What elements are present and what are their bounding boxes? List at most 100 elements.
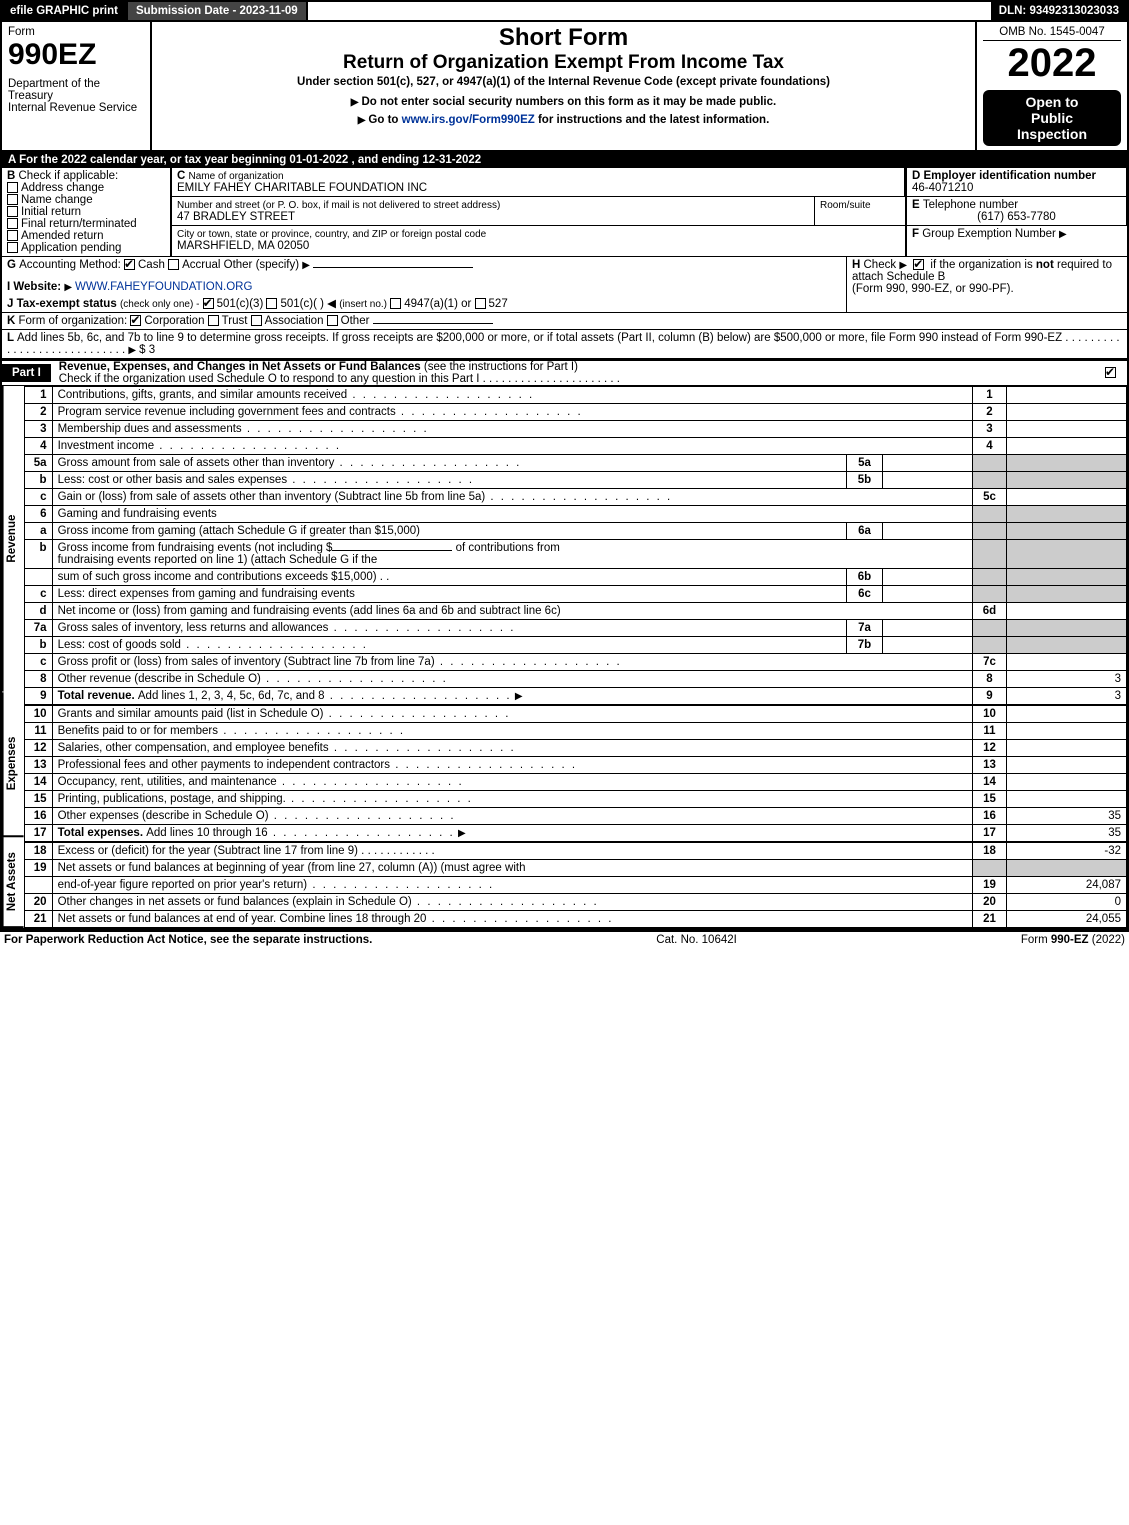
k-other-check[interactable] bbox=[327, 315, 338, 326]
l9-text: Add lines 1, 2, 3, 4, 5c, 6d, 7c, and 8 bbox=[138, 690, 512, 702]
open-inspection-badge: Open to Public Inspection bbox=[983, 90, 1121, 146]
k-trust-check[interactable] bbox=[208, 315, 219, 326]
open-line1: Open to bbox=[989, 94, 1115, 110]
irs-link[interactable]: www.irs.gov/Form990EZ bbox=[402, 114, 535, 126]
j-o4: 527 bbox=[489, 298, 508, 310]
g-accrual-check[interactable] bbox=[168, 259, 179, 270]
line-16: 16Other expenses (describe in Schedule O… bbox=[24, 808, 1126, 825]
part1-body: Revenue Expenses Net Assets 1Contributio… bbox=[2, 386, 1127, 928]
l6b-t2: of contributions from bbox=[456, 542, 560, 554]
b-opt-final[interactable]: Final return/terminated bbox=[7, 218, 165, 230]
k-o2: Trust bbox=[222, 315, 248, 327]
part1-schedule-o-check[interactable] bbox=[1105, 367, 1116, 378]
side-labels: Revenue Expenses Net Assets bbox=[2, 386, 24, 928]
tax-year: 2022 bbox=[983, 41, 1121, 86]
ssn-warning: Do not enter social security numbers on … bbox=[156, 96, 971, 108]
h-check[interactable] bbox=[913, 259, 924, 270]
l20-text: Other changes in net assets or fund bala… bbox=[58, 896, 599, 908]
line-18: 18Excess or (deficit) for the year (Subt… bbox=[24, 842, 1126, 860]
l6b-t3: fundraising events reported on line 1) (… bbox=[58, 554, 378, 566]
part1-header: Part I Revenue, Expenses, and Changes in… bbox=[2, 359, 1127, 386]
line-6a: aGross income from gaming (attach Schedu… bbox=[24, 523, 1126, 540]
j-4947-check[interactable] bbox=[390, 298, 401, 309]
j-o2: 501(c)( bbox=[280, 298, 316, 310]
line-14: 14Occupancy, rent, utilities, and mainte… bbox=[24, 774, 1126, 791]
form-number: 990EZ bbox=[8, 38, 144, 72]
k-corp-check[interactable] bbox=[130, 315, 141, 326]
j-insert: (insert no.) bbox=[339, 299, 387, 310]
l11-text: Benefits paid to or for members bbox=[58, 725, 405, 737]
goto-post: for instructions and the latest informat… bbox=[535, 114, 770, 126]
part1-tag: Part I bbox=[2, 364, 51, 382]
lines-table: 1Contributions, gifts, grants, and simil… bbox=[24, 386, 1127, 928]
b-opt-3: Final return/terminated bbox=[21, 218, 137, 230]
j-o3: 4947(a)(1) or bbox=[404, 298, 471, 310]
form-header: Form 990EZ Department of the Treasury In… bbox=[2, 22, 1127, 152]
section-c: C Name of organization EMILY FAHEY CHARI… bbox=[172, 168, 907, 256]
line-21: 21Net assets or fund balances at end of … bbox=[24, 911, 1126, 928]
l14-text: Occupancy, rent, utilities, and maintena… bbox=[58, 776, 464, 788]
section-h: H Check if the organization is not requi… bbox=[847, 257, 1127, 312]
l-text: Add lines 5b, 6c, and 7b to line 9 to de… bbox=[17, 332, 1062, 344]
b-opt-0: Address change bbox=[21, 182, 104, 194]
subtitle: Under section 501(c), 527, or 4947(a)(1)… bbox=[156, 76, 971, 88]
h-t1: Check bbox=[864, 259, 897, 271]
l17-text: Add lines 10 through 16 bbox=[146, 827, 455, 839]
b-opt-amended[interactable]: Amended return bbox=[7, 230, 165, 242]
line-19a: 19Net assets or fund balances at beginni… bbox=[24, 860, 1126, 877]
goto-line: Go to www.irs.gov/Form990EZ for instruct… bbox=[156, 114, 971, 126]
l2-text: Program service revenue including govern… bbox=[58, 406, 583, 418]
line-10: 10Grants and similar amounts paid (list … bbox=[24, 705, 1126, 723]
j-527-check[interactable] bbox=[475, 298, 486, 309]
expenses-label: Expenses bbox=[2, 692, 24, 837]
phone-value: (617) 653-7780 bbox=[912, 211, 1121, 223]
j-o1: 501(c)(3) bbox=[217, 298, 264, 310]
l9-bold: Total revenue. bbox=[58, 690, 138, 702]
g-cash: Cash bbox=[138, 259, 165, 271]
b-opt-pending[interactable]: Application pending bbox=[7, 242, 165, 254]
line-4: 4Investment income4 bbox=[24, 438, 1126, 455]
k-label: Form of organization: bbox=[19, 315, 128, 327]
irs-label: Internal Revenue Service bbox=[8, 102, 144, 114]
j-501c-check[interactable] bbox=[266, 298, 277, 309]
netassets-label: Net Assets bbox=[2, 837, 24, 928]
j-label: Tax-exempt status bbox=[17, 298, 117, 310]
l18-text: Excess or (deficit) for the year (Subtra… bbox=[58, 845, 358, 857]
line-6c: cLess: direct expenses from gaming and f… bbox=[24, 586, 1126, 603]
bcd-block: B Check if applicable: Address change Na… bbox=[2, 168, 1127, 257]
l5c-text: Gain or (loss) from sale of assets other… bbox=[58, 491, 673, 503]
j-501c3-check[interactable] bbox=[203, 298, 214, 309]
l16-text: Other expenses (describe in Schedule O) bbox=[58, 810, 456, 822]
footer-right-post: (2022) bbox=[1089, 934, 1125, 946]
section-g: G Accounting Method: Cash Accrual Other … bbox=[7, 259, 841, 271]
b-opt-2: Initial return bbox=[21, 206, 81, 218]
dept-treasury: Department of the Treasury bbox=[8, 78, 144, 102]
l7c-text: Gross profit or (loss) from sales of inv… bbox=[58, 656, 622, 668]
footer-left: For Paperwork Reduction Act Notice, see … bbox=[4, 934, 372, 946]
b-opt-1: Name change bbox=[21, 194, 93, 206]
b-opt-name[interactable]: Name change bbox=[7, 194, 165, 206]
line-7b: bLess: cost of goods sold7b bbox=[24, 637, 1126, 654]
open-line3: Inspection bbox=[989, 126, 1115, 142]
line-19b: end-of-year figure reported on prior yea… bbox=[24, 877, 1126, 894]
l6b-t4: sum of such gross income and contributio… bbox=[58, 571, 377, 583]
l12-text: Salaries, other compensation, and employ… bbox=[58, 742, 516, 754]
line-7c: cGross profit or (loss) from sales of in… bbox=[24, 654, 1126, 671]
d-label: Employer identification number bbox=[924, 170, 1097, 182]
ein-value: 46-4071210 bbox=[912, 182, 973, 194]
g-cash-check[interactable] bbox=[124, 259, 135, 270]
b-opt-address[interactable]: Address change bbox=[7, 182, 165, 194]
efile-print-button[interactable]: efile GRAPHIC print bbox=[2, 2, 128, 20]
k-o1: Corporation bbox=[144, 315, 204, 327]
b-opt-initial[interactable]: Initial return bbox=[7, 206, 165, 218]
header-middle: Short Form Return of Organization Exempt… bbox=[152, 22, 977, 150]
website-link[interactable]: WWW.FAHEYFOUNDATION.ORG bbox=[75, 281, 252, 293]
line-15: 15Printing, publications, postage, and s… bbox=[24, 791, 1126, 808]
section-a-text: For the 2022 calendar year, or tax year … bbox=[19, 154, 481, 166]
k-assoc-check[interactable] bbox=[251, 315, 262, 326]
l8-text: Other revenue (describe in Schedule O) bbox=[58, 673, 448, 685]
j-o2b: ) bbox=[320, 298, 324, 310]
line-11: 11Benefits paid to or for members11 bbox=[24, 723, 1126, 740]
k-o3: Association bbox=[265, 315, 324, 327]
l5a-text: Gross amount from sale of assets other t… bbox=[58, 457, 522, 469]
